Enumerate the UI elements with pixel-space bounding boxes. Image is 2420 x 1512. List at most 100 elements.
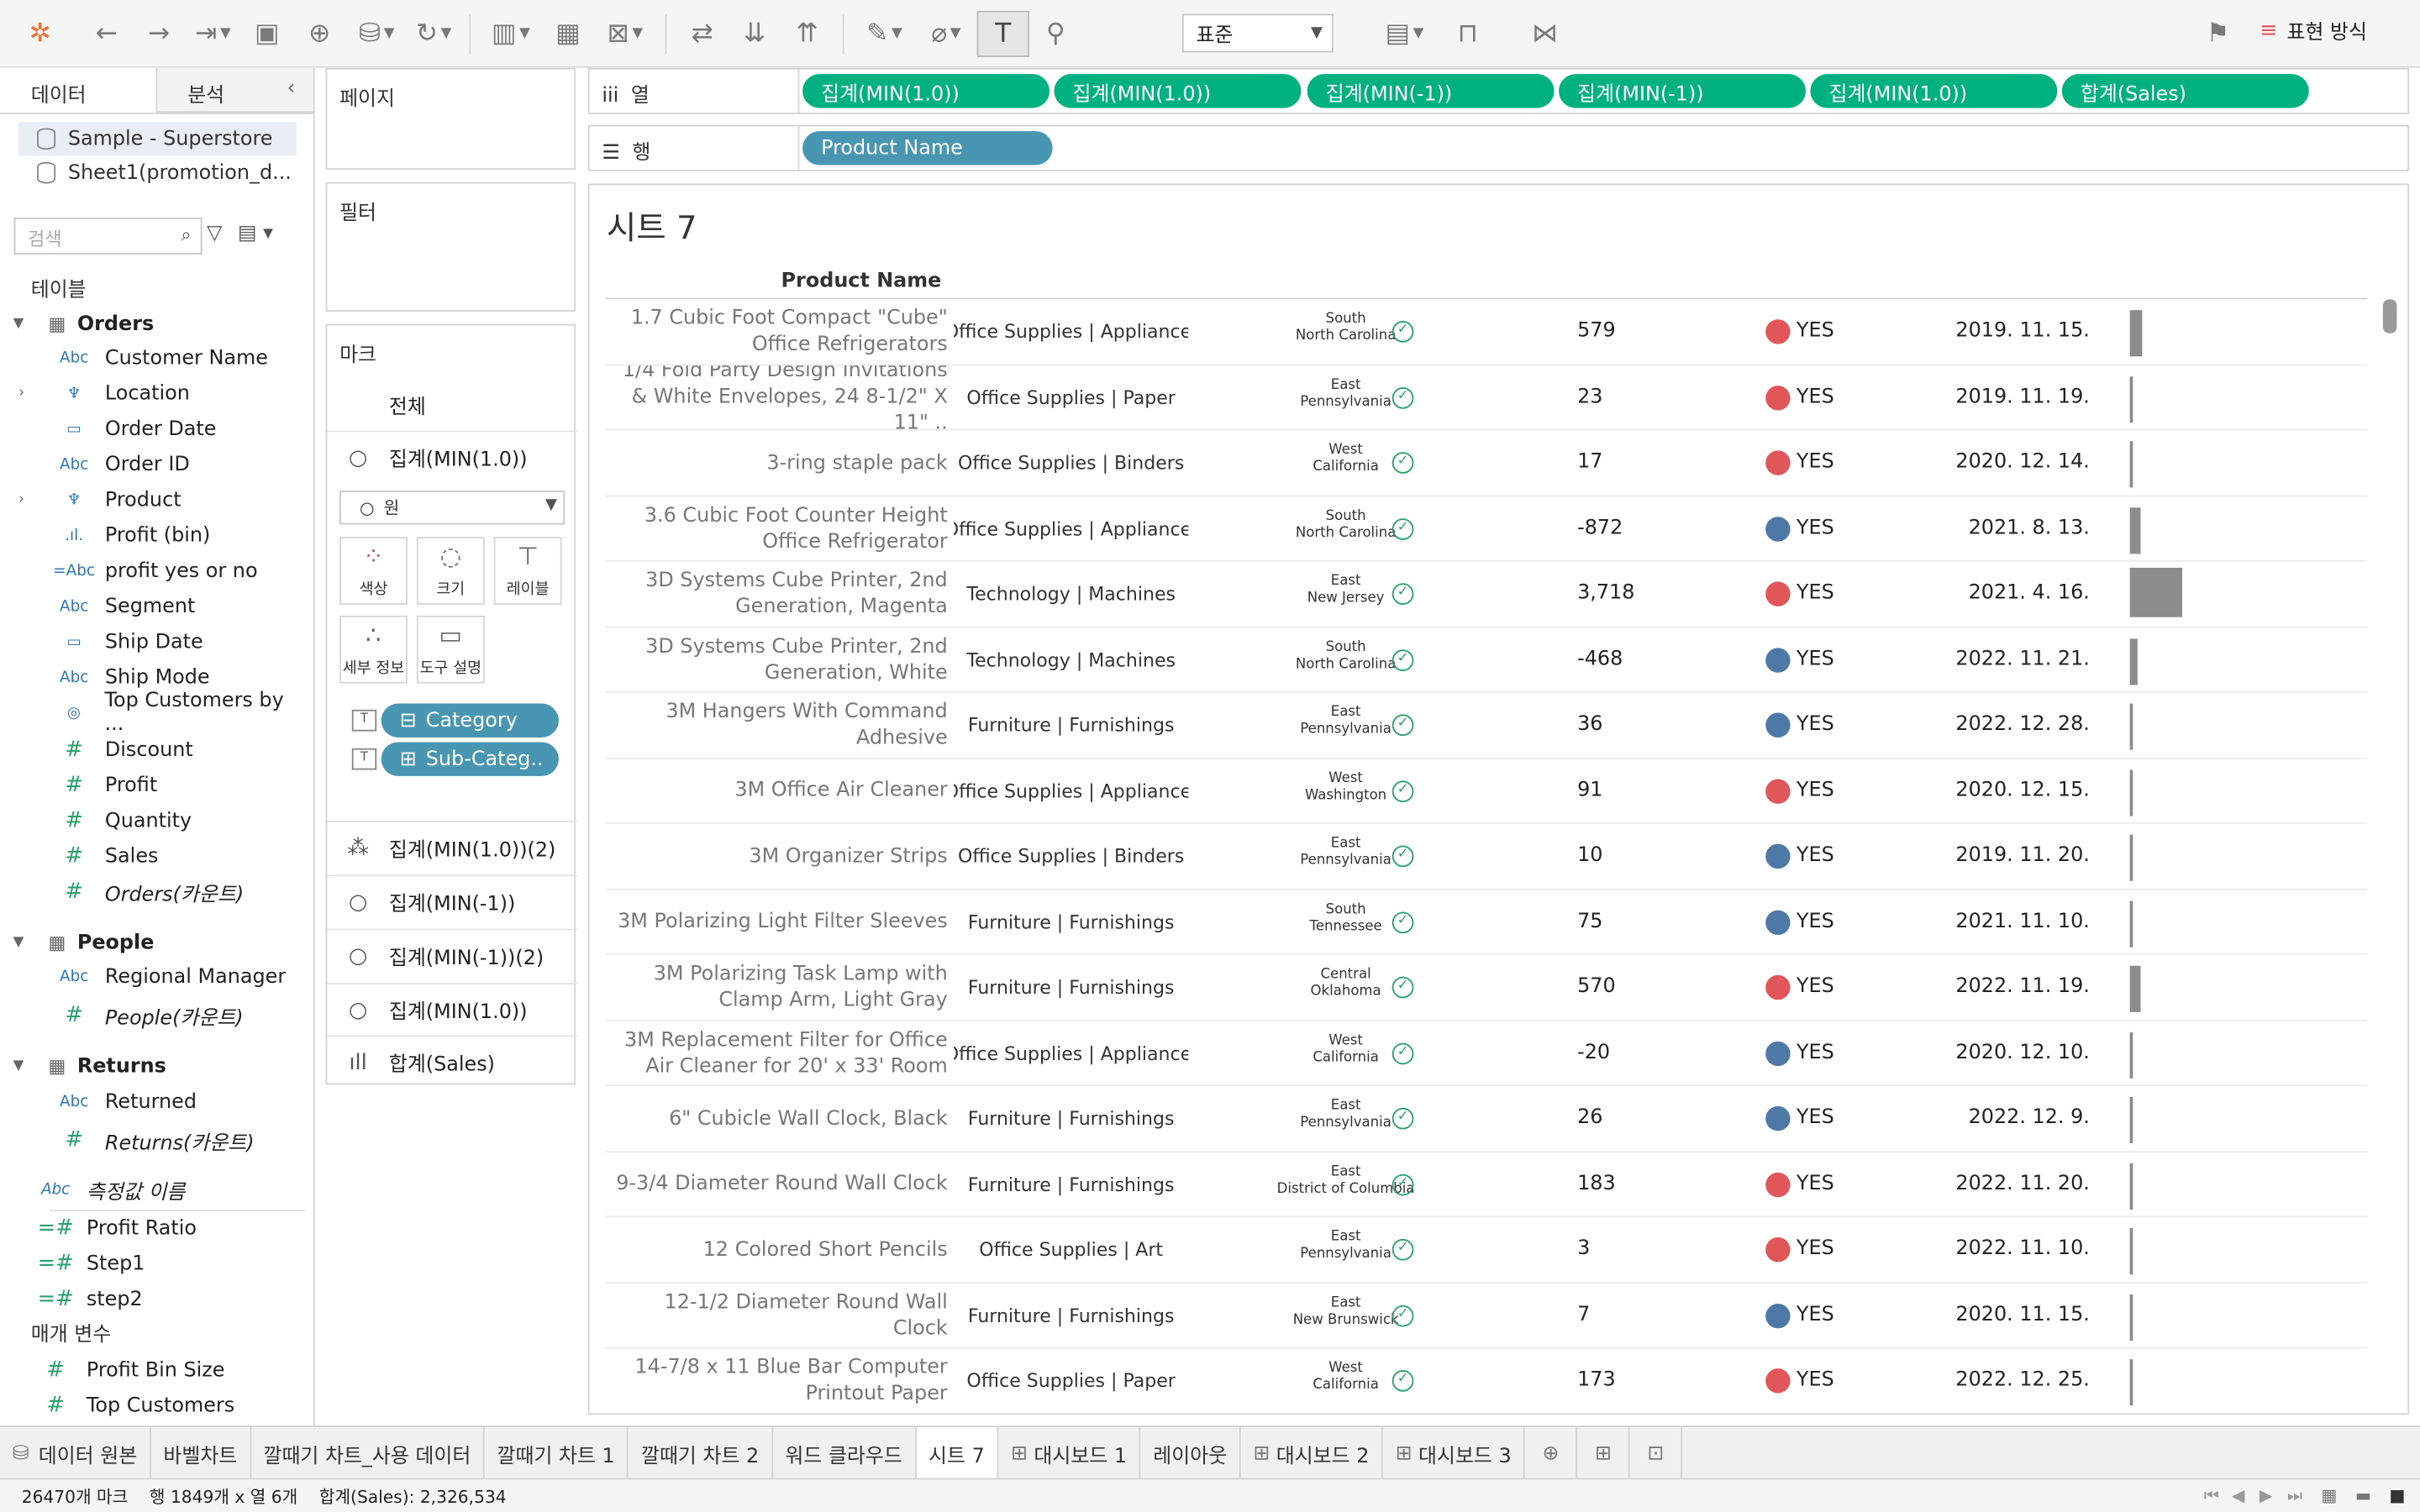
profit-cell[interactable]: 3 — [1577, 1237, 1591, 1261]
category-cell[interactable]: Furniture | Furnishings — [967, 1304, 1175, 1326]
category-cell[interactable]: Office Supplies | Paper — [966, 1369, 1176, 1392]
field-item[interactable]: Abc Ship Mode — [0, 660, 308, 694]
table-row[interactable]: 3.6 Cubic Foot Counter Height Office Ref… — [604, 496, 2368, 562]
category-cell[interactable]: Office Supplies | Binders — [957, 452, 1185, 474]
profit-cell[interactable]: 17 — [1577, 450, 1603, 474]
category-cell[interactable]: Technology | Machines — [966, 648, 1176, 671]
date-cell[interactable]: 2022. 11. 10. — [1955, 1237, 2090, 1261]
field-item[interactable]: # Sales — [0, 839, 308, 873]
sales-bar[interactable] — [2129, 310, 2142, 357]
date-cell[interactable]: 2022. 11. 19. — [1955, 974, 2090, 999]
color-button[interactable]: ⁘ 색상 — [339, 537, 408, 605]
tab-dashboard[interactable]: ⊞ 대시보드 1 — [998, 1426, 1141, 1480]
view-options-icon[interactable]: ▤ ▾ — [237, 222, 274, 246]
date-cell[interactable]: 2021. 4. 16. — [1968, 581, 2090, 605]
field-item[interactable]: Abc Order ID — [0, 448, 308, 481]
sales-bar[interactable] — [2129, 1359, 2133, 1406]
product-name-cell[interactable]: 3M Polarizing Task Lamp with Clamp Arm, … — [653, 963, 948, 1012]
search-input[interactable]: 검색 ⌕ — [13, 217, 203, 255]
status-dot[interactable] — [1765, 581, 1791, 606]
date-cell[interactable]: 2021. 8. 13. — [1968, 516, 2090, 539]
datasource-item[interactable]: Sample - Superstore — [18, 122, 297, 156]
status-dot[interactable] — [1765, 647, 1791, 672]
region-cell[interactable]: South North Carolina — [1223, 312, 1470, 345]
profit-cell[interactable]: 579 — [1577, 319, 1616, 343]
next-page-icon[interactable]: ▶ — [2259, 1485, 2273, 1506]
category-cell[interactable]: Office Supplies | Art — [979, 1238, 1164, 1261]
save-icon[interactable]: ▣ — [254, 18, 280, 49]
region-cell[interactable]: South North Carolina — [1223, 508, 1470, 542]
profit-cell[interactable]: 7 — [1577, 1303, 1591, 1326]
date-cell[interactable]: 2019. 11. 19. — [1955, 385, 2090, 408]
new-datasource-icon[interactable]: ⊕ — [308, 18, 331, 49]
sales-bar[interactable] — [2129, 441, 2133, 488]
tab-sheet[interactable]: 깔때기 차트 2 — [629, 1426, 773, 1480]
worksheet-view[interactable]: 시트 7 Product Name 1.7 Cubic Foot Compact… — [587, 183, 2410, 1415]
product-name-cell[interactable]: 3.6 Cubic Foot Counter Height Office Ref… — [644, 503, 948, 554]
product-name-cell[interactable]: 9-3/4 Diameter Round Wall Clock — [616, 1172, 948, 1196]
status-dot[interactable] — [1765, 1105, 1791, 1131]
check-icon[interactable]: ✓ — [1392, 1369, 1414, 1392]
product-name-cell[interactable]: 3-ring staple pack — [766, 451, 948, 475]
field-item[interactable]: # Discount — [0, 732, 308, 766]
category-cell[interactable]: Technology | Machines — [966, 583, 1176, 605]
show-labels-icon[interactable]: T — [976, 9, 1030, 57]
date-cell[interactable]: 2020. 12. 14. — [1955, 450, 2090, 474]
table-row[interactable]: 3M Polarizing Task Lamp with Clamp Arm, … — [604, 955, 2368, 1021]
field-item[interactable]: =# step2 — [0, 1282, 290, 1315]
table-row[interactable]: 3M Replacement Filter for Office Air Cle… — [604, 1021, 2368, 1087]
category-cell[interactable]: Office Supplies | Appliance: — [954, 1042, 1189, 1064]
table-row[interactable]: 12-1/2 Diameter Round Wall Clock Furnitur… — [604, 1283, 2368, 1349]
check-icon[interactable]: ✓ — [1392, 517, 1414, 539]
status-dot[interactable] — [1765, 1040, 1791, 1066]
check-icon[interactable]: ✓ — [1392, 1173, 1414, 1195]
tab-datasource[interactable]: ⛁ 데이터 원본 — [0, 1426, 151, 1480]
sort-desc-icon[interactable]: ⇈ — [796, 18, 818, 49]
profit-cell[interactable]: 75 — [1577, 909, 1603, 933]
check-icon[interactable]: ✓ — [1392, 648, 1414, 671]
category-cell[interactable]: Office Supplies | Appliance: — [954, 517, 1189, 539]
sales-bar[interactable] — [2129, 834, 2133, 881]
marks-layer[interactable]: ○ 집계(MIN(-1))(2) — [327, 928, 577, 981]
fix-axes-icon[interactable]: ⚲ — [1045, 18, 1065, 49]
column-pill[interactable]: 집계(MIN(-1)) — [1559, 74, 1806, 108]
region-cell[interactable]: East District of Columbia — [1223, 1164, 1470, 1198]
table-people[interactable]: ▼ ▦ People — [0, 926, 308, 959]
date-cell[interactable]: 2020. 12. 15. — [1955, 778, 2090, 802]
highlight-icon[interactable]: ✎ ▼ — [866, 18, 902, 49]
date-cell[interactable]: 2022. 12. 25. — [1955, 1368, 2090, 1392]
filmstrip-view-icon[interactable]: ▬ — [2354, 1485, 2371, 1506]
table-row[interactable]: 3M Hangers With Command Adhesive Furnitur… — [604, 693, 2368, 759]
sales-bar[interactable] — [2129, 900, 2133, 947]
check-icon[interactable]: ✓ — [1392, 386, 1414, 408]
category-cell[interactable]: Office Supplies | Paper — [966, 386, 1176, 408]
first-page-icon[interactable]: ⏮ — [2203, 1484, 2220, 1505]
status-dot[interactable] — [1765, 909, 1791, 935]
marks-all[interactable]: 전체 — [327, 378, 577, 430]
field-item[interactable]: ▭ Order Date — [0, 412, 308, 445]
region-cell[interactable]: East Pennsylvania — [1223, 377, 1470, 411]
region-cell[interactable]: Central Oklahoma — [1223, 968, 1470, 1001]
product-name-cell[interactable]: 1/4 Fold Party Design Invitations & Whit… — [622, 365, 948, 430]
region-cell[interactable]: East Pennsylvania — [1223, 1099, 1470, 1132]
new-worksheet-icon[interactable]: ▥ ▼ — [491, 18, 530, 49]
product-name-cell[interactable]: 3M Replacement Filter for Office Air Cle… — [624, 1028, 948, 1078]
product-name-cell[interactable]: 3D Systems Cube Printer, 2nd Generation,… — [645, 634, 948, 685]
field-item[interactable]: # People(카운트) — [0, 998, 308, 1032]
status-dot[interactable] — [1765, 450, 1791, 475]
sales-bar[interactable] — [2129, 1294, 2133, 1341]
vertical-scrollbar[interactable] — [2382, 299, 2397, 333]
fit-select[interactable]: 표준 ▼ — [1181, 13, 1334, 53]
refresh-icon[interactable]: ↻ ▼ — [415, 18, 452, 49]
tab-sheet[interactable]: 워드 클라우드 — [773, 1426, 917, 1480]
marks-layer[interactable]: ○ 집계(MIN(1.0)) — [327, 982, 577, 1035]
table-row[interactable]: 3M Organizer Strips Office Supplies | Bin… — [604, 824, 2368, 890]
new-dashboard-tab-icon[interactable]: ⊞ — [1578, 1426, 1631, 1480]
param-item[interactable]: # Profit Bin Size — [0, 1353, 290, 1387]
tab-dashboard[interactable]: ⊞ 대시보드 2 — [1241, 1426, 1383, 1480]
field-item[interactable]: › ♆ Location — [0, 376, 308, 410]
cards-icon[interactable]: ▤ ▼ — [1385, 18, 1424, 50]
column-header[interactable]: Product Name — [781, 270, 942, 293]
product-name-cell[interactable]: 3D Systems Cube Printer, 2nd Generation,… — [645, 569, 948, 619]
table-row[interactable]: 1.7 Cubic Foot Compact "Cube" Office Ref… — [604, 299, 2368, 365]
